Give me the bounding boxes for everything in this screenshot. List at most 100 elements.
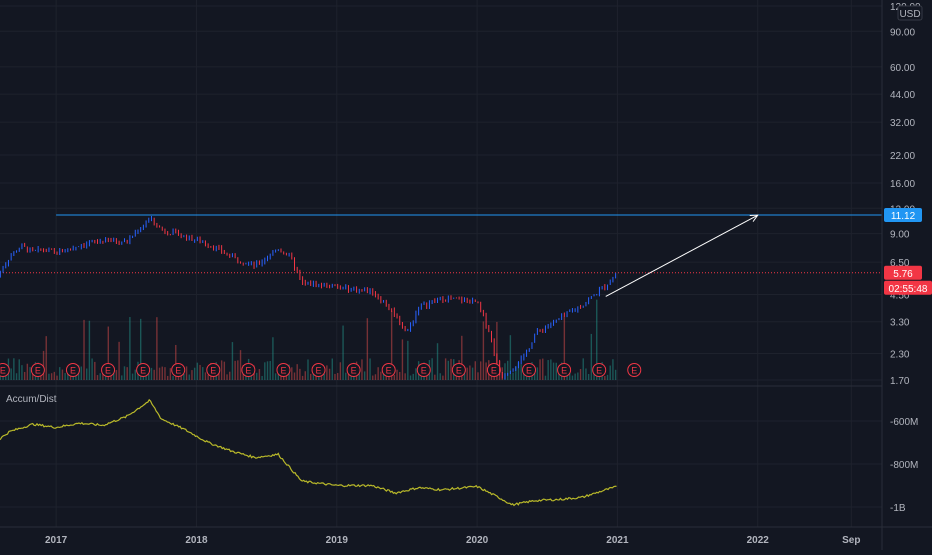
volume-bar — [204, 372, 207, 380]
volume-bar — [504, 363, 506, 380]
earnings-marker-label: E — [421, 366, 427, 376]
volume-bar — [404, 373, 406, 380]
volume-bar — [67, 374, 69, 380]
earnings-marker[interactable] — [486, 363, 501, 377]
earnings-marker[interactable] — [627, 363, 642, 377]
volume-bar — [585, 368, 587, 380]
earnings-marker[interactable] — [206, 363, 221, 377]
volume-bar — [304, 371, 306, 380]
earnings-marker[interactable] — [451, 363, 466, 377]
earnings-marker[interactable] — [276, 363, 291, 377]
volume-bar — [153, 369, 155, 380]
volume-bar — [266, 361, 269, 380]
volume-bar — [150, 367, 153, 380]
earnings-marker[interactable] — [30, 363, 45, 377]
volume-bar — [528, 375, 530, 380]
volume-bar — [131, 373, 134, 380]
time-tick-label: 2022 — [747, 535, 770, 546]
volume-bar — [598, 375, 601, 380]
volume-bar — [29, 367, 31, 380]
volume-bar — [264, 362, 266, 380]
volume-bar — [539, 359, 541, 380]
volume-bar — [544, 375, 547, 380]
current-price-tag: 5.76 02:55:48 — [884, 265, 932, 295]
currency-badge[interactable] — [897, 5, 923, 21]
volume-bar — [485, 362, 487, 380]
earnings-marker-label: E — [631, 366, 637, 376]
earnings-marker[interactable] — [136, 363, 151, 377]
volume-bar — [269, 360, 271, 380]
volume-bar — [563, 316, 566, 380]
volume-bar — [223, 361, 226, 380]
level-price-label: 11.12 — [891, 211, 916, 222]
volume-bar — [466, 367, 468, 380]
indicator-tick-label: -800M — [890, 460, 918, 471]
volume-bar — [363, 371, 366, 380]
volume-bar — [374, 374, 377, 380]
volume-bar — [401, 339, 404, 380]
volume-bar — [336, 372, 339, 380]
volume-bar — [99, 373, 101, 380]
volume-bar — [558, 373, 560, 380]
volume-bar — [148, 373, 150, 380]
earnings-marker[interactable] — [65, 363, 80, 377]
volume-bar — [444, 358, 447, 380]
volume-bar — [590, 333, 593, 380]
earnings-marker[interactable] — [311, 363, 326, 377]
volume-bar — [315, 373, 317, 380]
volume-bar — [15, 373, 18, 380]
volume-bar — [520, 364, 522, 380]
volume-bar — [550, 359, 552, 380]
volume-bar — [272, 337, 274, 380]
volume-bar — [283, 374, 285, 380]
price-candles — [0, 215, 617, 380]
volume-bar — [326, 365, 328, 380]
volume-bar — [569, 370, 571, 380]
earnings-marker[interactable] — [522, 363, 537, 377]
volume-bar — [220, 360, 223, 380]
volume-bar — [587, 373, 590, 380]
earnings-marker[interactable] — [416, 363, 431, 377]
earnings-marker[interactable] — [101, 363, 116, 377]
volume-bar — [415, 368, 417, 380]
volume-bar — [614, 369, 617, 380]
trend-arrow-line[interactable] — [605, 214, 758, 297]
volume-bar — [180, 373, 182, 380]
time-tick-label: 2020 — [466, 535, 489, 546]
volume-bar — [506, 360, 509, 380]
volume-bar — [496, 321, 498, 380]
volume-bar — [21, 365, 23, 380]
indicator-title[interactable]: Accum/Dist — [6, 394, 57, 405]
volume-bar — [258, 369, 261, 380]
volume-bar — [23, 371, 26, 380]
earnings-marker[interactable] — [346, 363, 361, 377]
volume-bar — [239, 350, 242, 380]
earnings-marker-label: E — [526, 366, 532, 376]
time-axis[interactable]: 2017 2018 2019 2020 2021 2022 Sep — [45, 535, 860, 546]
volume-bar — [80, 366, 83, 380]
volume-bar — [50, 373, 53, 380]
earnings-marker[interactable] — [592, 363, 607, 377]
volume-bar — [164, 367, 166, 380]
volume-bar — [434, 374, 436, 380]
earnings-marker[interactable] — [171, 363, 186, 377]
earnings-marker[interactable] — [241, 363, 256, 377]
indicator-axis[interactable]: -600M -800M -1B — [890, 417, 918, 514]
volume-bar — [542, 358, 544, 380]
earnings-marker[interactable] — [381, 363, 396, 377]
earnings-marker[interactable] — [0, 363, 10, 377]
volume-bar — [231, 342, 234, 380]
volume-bar — [579, 369, 582, 380]
volume-bar — [277, 373, 280, 380]
trend-arrow[interactable] — [605, 214, 759, 297]
volume-bar — [366, 318, 369, 380]
volume-bar — [479, 361, 482, 380]
volume-bar — [596, 299, 598, 380]
volume-bar — [10, 368, 12, 380]
earnings-marker[interactable] — [557, 363, 572, 377]
volume-bar — [509, 335, 512, 380]
